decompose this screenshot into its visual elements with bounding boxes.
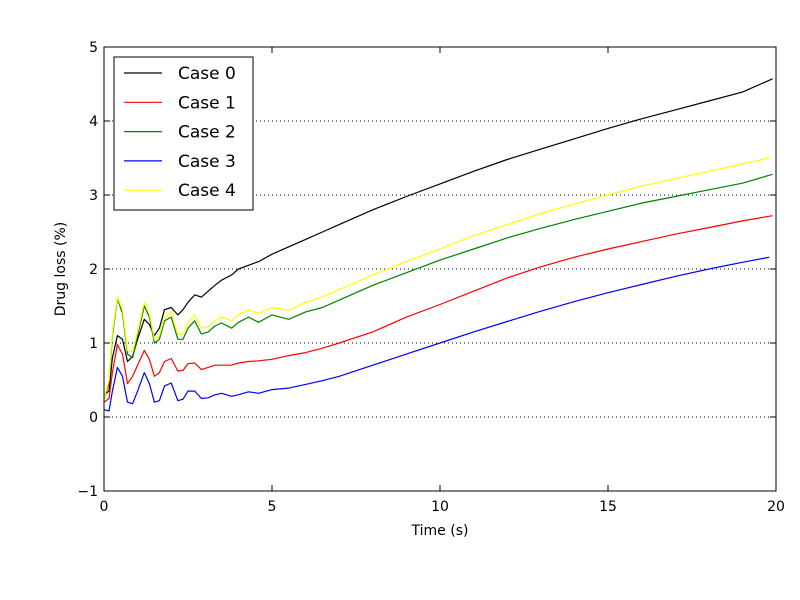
x-tick-label: 15 [599, 499, 617, 515]
y-axis-label: Drug loss (%) [53, 222, 69, 316]
y-tick-label: 1 [89, 336, 98, 352]
legend-label: Case 1 [178, 93, 236, 113]
x-tick-label: 5 [268, 499, 277, 515]
y-tick-label: 4 [89, 114, 98, 130]
legend-label: Case 2 [178, 123, 236, 143]
legend: Case 0 Case 1 Case 2 Case 3 Case 4 [113, 56, 254, 211]
legend-label: Case 3 [178, 152, 236, 172]
y-tick-label: −1 [77, 484, 98, 500]
series-line-case-3 [103, 256, 770, 412]
series-line-case-4 [103, 157, 770, 399]
y-tick-label: 0 [89, 410, 98, 426]
series-line-case-1 [103, 215, 773, 403]
legend-label: Case 0 [178, 64, 236, 84]
y-tick-label: 2 [89, 262, 98, 278]
x-tick-label: 10 [431, 499, 449, 515]
legend-label: Case 4 [178, 181, 236, 201]
x-axis-label: Time (s) [411, 523, 469, 539]
series-line-case-0 [103, 78, 773, 396]
series-lines [103, 78, 773, 412]
y-tick-label: 3 [89, 188, 98, 204]
x-tick-label: 0 [100, 499, 109, 515]
y-tick-label: 5 [89, 40, 98, 56]
x-tick-label: 20 [767, 499, 785, 515]
legend-box [113, 56, 254, 211]
series-line-case-2 [103, 173, 773, 399]
